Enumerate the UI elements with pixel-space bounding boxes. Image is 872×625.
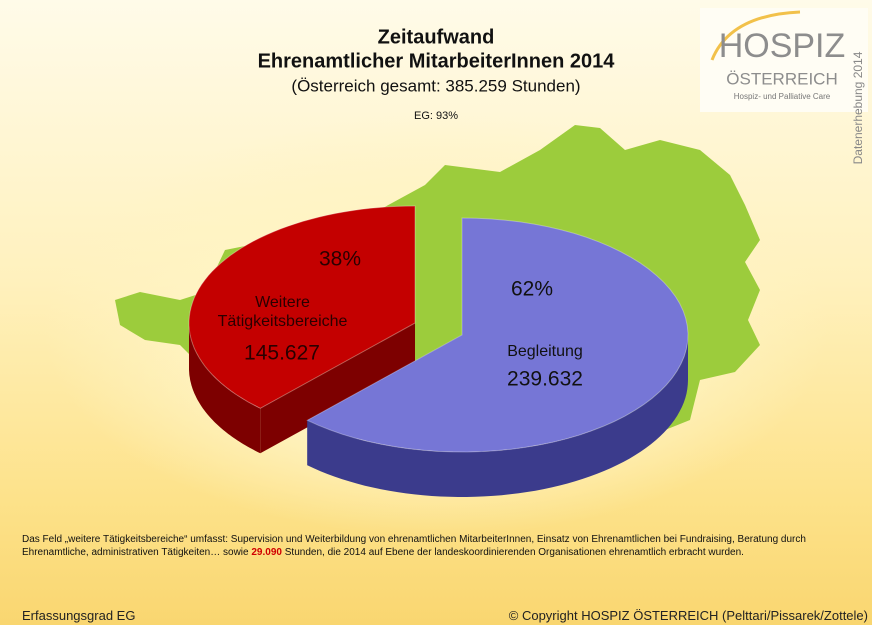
slice-label: Weitere Tätigkeitsbereiche	[217, 294, 348, 330]
pie	[188, 205, 689, 497]
amount-label: 239.632	[507, 368, 583, 391]
chart-title: Zeitaufwand	[378, 26, 495, 48]
note-highlight: 29.090	[251, 547, 282, 558]
slice-side	[260, 323, 415, 454]
footer-left: Erfassungsgrad EG	[22, 608, 136, 623]
value-label: 62%	[511, 278, 553, 301]
annotation: EG: 93%	[414, 110, 458, 122]
logo-box	[700, 8, 868, 112]
logo-tagline: Hospiz- und Palliative Care	[734, 92, 831, 101]
slice-side	[189, 323, 261, 454]
amount-label: 145.627	[244, 342, 320, 365]
slice	[306, 217, 689, 453]
value-label: 38%	[319, 248, 361, 271]
slice-side	[307, 335, 688, 497]
logo-arc	[710, 10, 801, 61]
footnote: Das Feld „weitere Tätigkeitsbereiche“ um…	[22, 533, 847, 559]
slice-label: Begleitung	[507, 343, 583, 360]
logo-name: HOSPIZ	[719, 27, 846, 65]
chart-subtitle: (Österreich gesamt: 385.259 Stunden)	[291, 76, 580, 95]
chart-subtitle: Ehrenamtlicher MitarbeiterInnen 2014	[258, 50, 616, 72]
note-text: Stunden, die 2014 auf Ebene der landesko…	[284, 547, 744, 558]
logo-country: ÖSTERREICH	[726, 69, 837, 88]
slice	[188, 205, 416, 409]
logo-side-text: Datenerhebung 2014	[851, 51, 865, 164]
note-text: Das Feld „weitere Tätigkeitsbereiche“ um…	[22, 534, 806, 558]
footer-right: © Copyright HOSPIZ ÖSTERREICH (Pelttari/…	[508, 608, 868, 623]
